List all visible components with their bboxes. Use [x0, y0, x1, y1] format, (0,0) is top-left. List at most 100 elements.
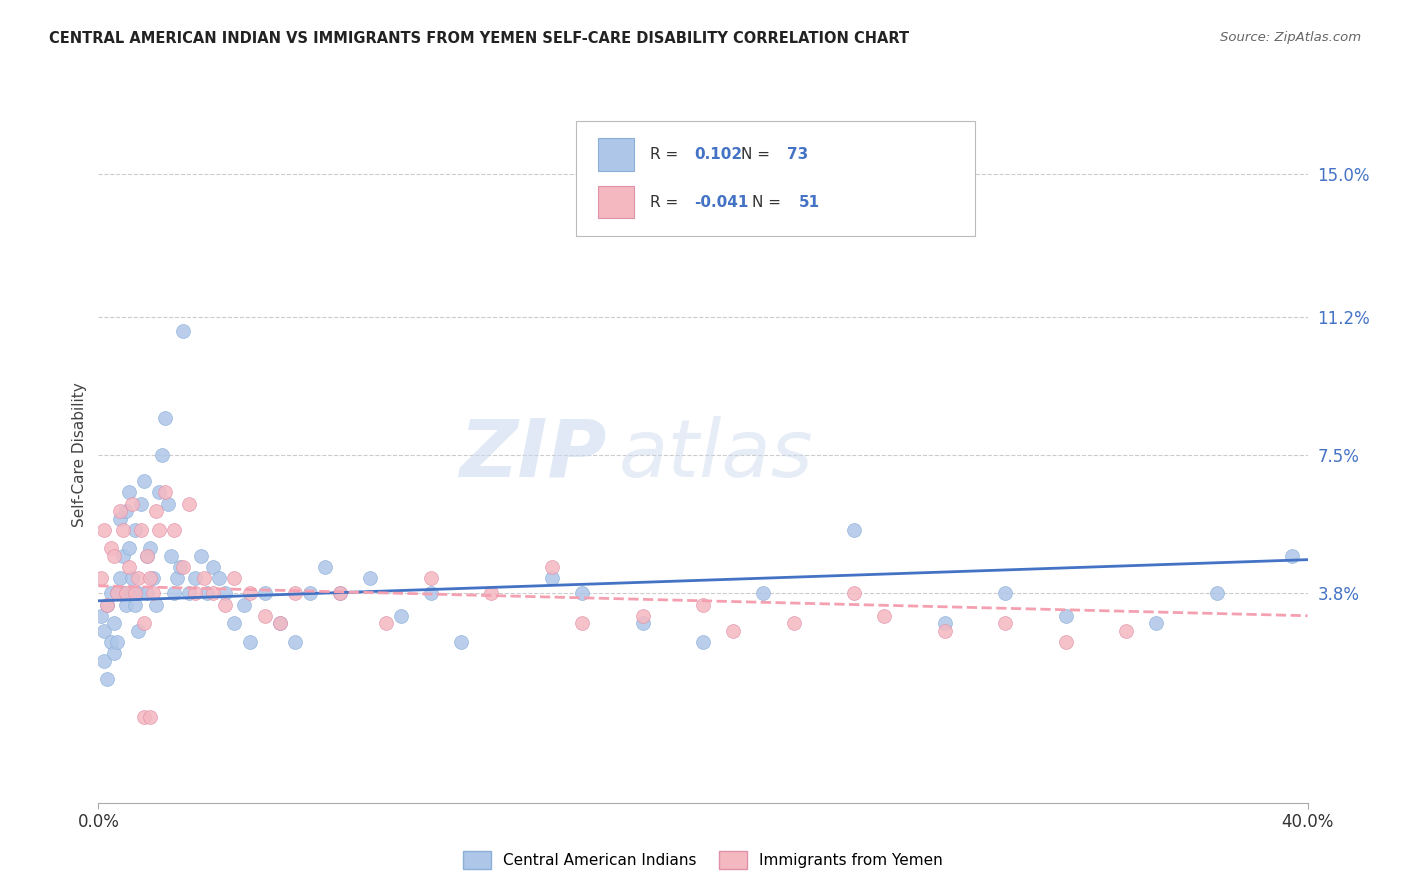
Text: N =: N =: [752, 194, 786, 210]
Text: CENTRAL AMERICAN INDIAN VS IMMIGRANTS FROM YEMEN SELF-CARE DISABILITY CORRELATIO: CENTRAL AMERICAN INDIAN VS IMMIGRANTS FR…: [49, 31, 910, 46]
Point: [224, 616, 246, 631]
Point: [844, 523, 866, 537]
Point: [135, 549, 157, 563]
Point: [93, 654, 115, 668]
Point: [994, 586, 1017, 600]
Point: [208, 571, 231, 585]
Point: [329, 586, 352, 600]
Point: [284, 586, 307, 600]
Point: [142, 571, 165, 585]
Point: [692, 598, 714, 612]
Point: [269, 616, 291, 631]
Point: [108, 504, 131, 518]
Point: [1144, 616, 1167, 631]
Point: [1115, 624, 1137, 638]
Point: [111, 549, 134, 563]
Point: [132, 710, 155, 724]
Point: [132, 474, 155, 488]
Point: [571, 616, 593, 631]
Point: [105, 586, 128, 600]
Point: [153, 485, 176, 500]
Point: [1206, 586, 1229, 600]
Point: [105, 586, 128, 600]
Legend: Central American Indians, Immigrants from Yemen: Central American Indians, Immigrants fro…: [457, 846, 949, 875]
Point: [419, 571, 441, 585]
Point: [721, 624, 744, 638]
Point: [100, 586, 122, 600]
Point: [121, 586, 143, 600]
Point: [103, 549, 125, 563]
Point: [93, 523, 115, 537]
Point: [1281, 549, 1303, 563]
Point: [224, 571, 246, 585]
Point: [177, 497, 201, 511]
Point: [93, 624, 115, 638]
Point: [96, 598, 118, 612]
Point: [163, 523, 186, 537]
Point: [139, 710, 162, 724]
Point: [100, 635, 122, 649]
Point: [139, 571, 162, 585]
Point: [239, 635, 262, 649]
Text: 0.102: 0.102: [695, 147, 742, 162]
Point: [239, 586, 262, 600]
Point: [124, 523, 146, 537]
Point: [299, 586, 322, 600]
Point: [329, 586, 352, 600]
Point: [314, 560, 336, 574]
Point: [90, 608, 112, 623]
Point: [214, 586, 236, 600]
Point: [114, 504, 136, 518]
Point: [202, 560, 225, 574]
Point: [132, 616, 155, 631]
Point: [127, 586, 149, 600]
Point: [108, 511, 131, 525]
Point: [284, 635, 307, 649]
Point: [752, 586, 775, 600]
Point: [121, 497, 143, 511]
Point: [105, 635, 128, 649]
Point: [540, 571, 562, 585]
Point: [118, 541, 141, 556]
Y-axis label: Self-Care Disability: Self-Care Disability: [72, 383, 87, 527]
Point: [253, 608, 276, 623]
Point: [142, 586, 165, 600]
Point: [253, 586, 276, 600]
Point: [103, 646, 125, 660]
Text: atlas: atlas: [619, 416, 813, 494]
Point: [1054, 635, 1077, 649]
Point: [782, 616, 804, 631]
Point: [163, 586, 186, 600]
Point: [214, 598, 236, 612]
Point: [540, 560, 562, 574]
Point: [166, 571, 188, 585]
Point: [184, 586, 207, 600]
Point: [148, 523, 170, 537]
Text: 73: 73: [787, 147, 808, 162]
Point: [111, 523, 134, 537]
Point: [844, 586, 866, 600]
Point: [108, 571, 131, 585]
Point: [481, 586, 503, 600]
Point: [934, 616, 956, 631]
Point: [172, 560, 194, 574]
Point: [184, 571, 207, 585]
Point: [160, 549, 183, 563]
Text: 51: 51: [799, 194, 820, 210]
Point: [692, 635, 714, 649]
Point: [156, 497, 179, 511]
Point: [994, 616, 1017, 631]
Point: [374, 616, 396, 631]
Point: [269, 616, 291, 631]
Point: [193, 571, 215, 585]
Point: [232, 598, 254, 612]
Point: [135, 586, 157, 600]
Point: [190, 549, 212, 563]
Point: [103, 616, 125, 631]
Point: [114, 586, 136, 600]
Point: [124, 586, 146, 600]
Point: [100, 541, 122, 556]
Point: [145, 504, 167, 518]
Text: R =: R =: [650, 147, 683, 162]
Point: [127, 624, 149, 638]
